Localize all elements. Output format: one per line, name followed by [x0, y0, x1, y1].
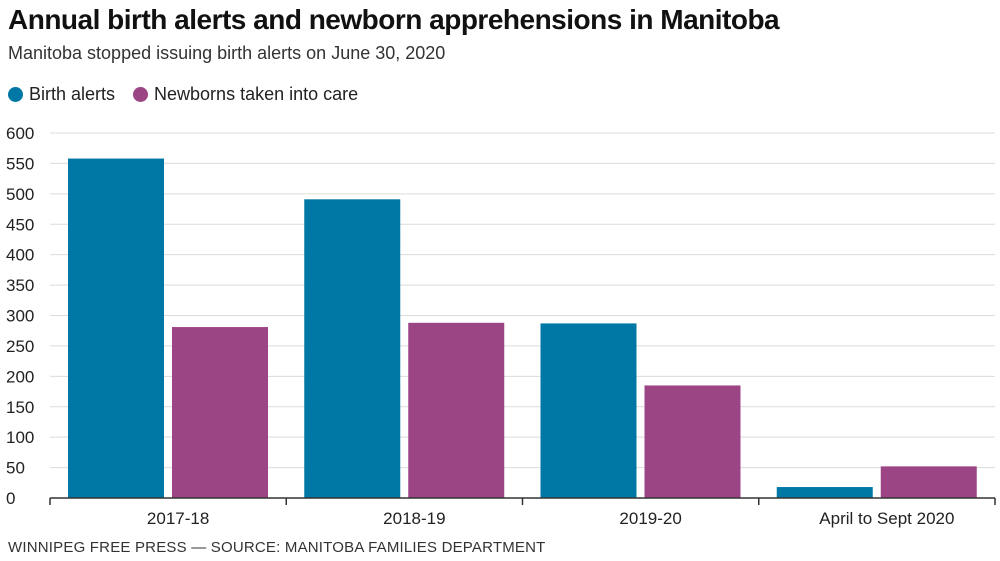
- bar-newborns-taken-into-care-april-to-sept-2020: [880, 466, 977, 498]
- y-tick-label-50: 50: [6, 459, 25, 478]
- y-tick-label-300: 300: [6, 307, 34, 326]
- y-tick-label-200: 200: [6, 367, 34, 386]
- x-tick-label-2019-20: 2019-20: [619, 509, 681, 528]
- legend-item-newborns-taken: Newborns taken into care: [133, 84, 358, 105]
- y-tick-label-550: 550: [6, 154, 34, 173]
- legend-swatch-birth-alerts: [8, 87, 23, 102]
- legend-label-newborns-taken: Newborns taken into care: [154, 84, 359, 104]
- y-tick-label-500: 500: [6, 185, 34, 204]
- bar-newborns-taken-into-care-2017-18: [172, 327, 268, 498]
- y-tick-label-400: 400: [6, 246, 34, 265]
- source-credit: WINNIPEG FREE PRESS — SOURCE: MANITOBA F…: [8, 539, 546, 556]
- bar-birth-alerts-2018-19: [304, 199, 401, 498]
- y-tick-label-350: 350: [6, 276, 34, 295]
- y-tick-label-100: 100: [6, 428, 34, 447]
- y-tick-label-450: 450: [6, 215, 34, 234]
- x-tick-label-april-to-sept-2020: April to Sept 2020: [819, 509, 954, 528]
- legend: Birth alerts Newborns taken into care: [8, 84, 376, 105]
- chart-title: Annual birth alerts and newborn apprehen…: [8, 4, 780, 35]
- legend-swatch-newborns-taken: [133, 87, 149, 102]
- bar-birth-alerts-april-to-sept-2020: [776, 487, 873, 498]
- bar-newborns-taken-into-care-2019-20: [644, 385, 741, 498]
- bar-birth-alerts-2017-18: [68, 158, 164, 499]
- y-tick-label-0: 0: [6, 489, 15, 508]
- x-tick-label-2017-18: 2017-18: [147, 509, 209, 528]
- legend-item-birth-alerts: Birth alerts: [8, 84, 115, 105]
- y-tick-label-150: 150: [6, 398, 34, 417]
- bar-birth-alerts-2019-20: [540, 323, 637, 498]
- chart-subtitle: Manitoba stopped issuing birth alerts on…: [8, 43, 446, 63]
- bar-newborns-taken-into-care-2018-19: [408, 322, 505, 498]
- x-tick-label-2018-19: 2018-19: [383, 509, 445, 528]
- y-tick-label-250: 250: [6, 337, 34, 356]
- legend-label-birth-alerts: Birth alerts: [29, 84, 116, 104]
- y-tick-label-600: 600: [6, 124, 34, 143]
